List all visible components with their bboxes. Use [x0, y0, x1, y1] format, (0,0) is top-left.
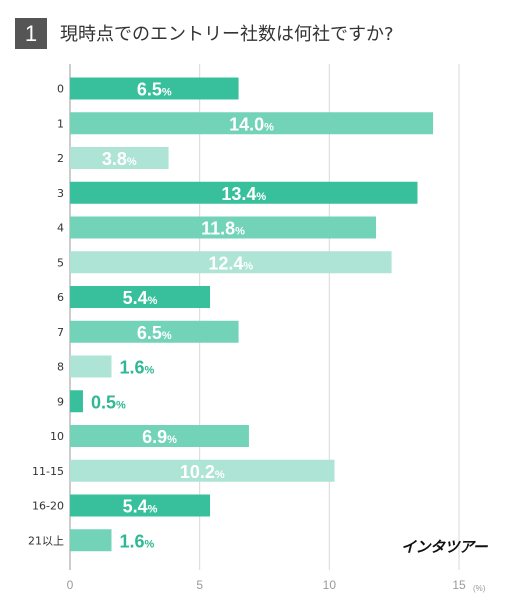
bar [70, 529, 112, 552]
category-label: 0 [57, 83, 64, 96]
data-label-unit: % [235, 226, 245, 238]
category-label: 11-15 [32, 465, 64, 478]
x-tick-label: 15 [452, 578, 466, 592]
bar [70, 251, 392, 274]
bar [70, 216, 377, 239]
bar [70, 390, 83, 413]
category-label: 3 [57, 187, 64, 200]
x-tick-label: 0 [67, 578, 74, 592]
bar [70, 494, 211, 517]
question-title: 現時点でのエントリー社数は何社ですか? [60, 24, 394, 45]
bar [70, 112, 434, 135]
question-number-badge: 1 [15, 18, 47, 49]
x-tick-label: 5 [196, 578, 203, 592]
bar [70, 286, 211, 308]
data-label-unit: % [162, 87, 172, 99]
category-label: 10 [50, 430, 64, 443]
data-label-unit: % [256, 191, 266, 203]
category-label: 21以上 [28, 534, 64, 547]
category-label: 7 [57, 326, 64, 339]
category-label: 16-20 [32, 500, 64, 513]
brand-logo: インタツアー [401, 538, 488, 556]
data-label-unit: % [162, 330, 172, 342]
category-label: 9 [57, 395, 64, 408]
x-tick-label: 10 [323, 578, 337, 592]
bar [70, 147, 169, 169]
data-label-unit: % [145, 538, 155, 550]
bar [70, 320, 239, 343]
x-axis-unit: (%) [473, 584, 486, 593]
bar [70, 181, 418, 204]
category-label: 1 [57, 117, 64, 130]
category-label: 8 [57, 361, 64, 374]
data-label: 13.4% [221, 184, 266, 204]
data-label-unit: % [215, 469, 225, 481]
data-label-unit: % [116, 399, 126, 411]
data-label-unit: % [148, 295, 158, 307]
data-label-unit: % [243, 260, 253, 272]
bar [70, 355, 112, 378]
data-label-unit: % [264, 121, 274, 133]
data-label-unit: % [148, 504, 158, 516]
bar [70, 77, 239, 100]
data-label-unit: % [167, 434, 177, 446]
category-label: 2 [57, 152, 64, 165]
category-label: 6 [57, 291, 64, 304]
data-label: 0.5% [91, 392, 126, 412]
data-label: 11.8% [201, 219, 245, 239]
category-label: 4 [57, 222, 64, 235]
data-label-unit: % [127, 156, 137, 168]
bar [70, 459, 335, 482]
data-label: 1.6% [119, 358, 154, 378]
data-label-unit: % [145, 365, 155, 377]
category-label: 5 [57, 256, 64, 269]
bar [70, 425, 249, 447]
data-label: 1.6% [119, 531, 154, 551]
data-label: 12.4% [208, 253, 253, 273]
data-label: 14.0% [229, 114, 274, 134]
data-label: 10.2% [180, 462, 225, 482]
